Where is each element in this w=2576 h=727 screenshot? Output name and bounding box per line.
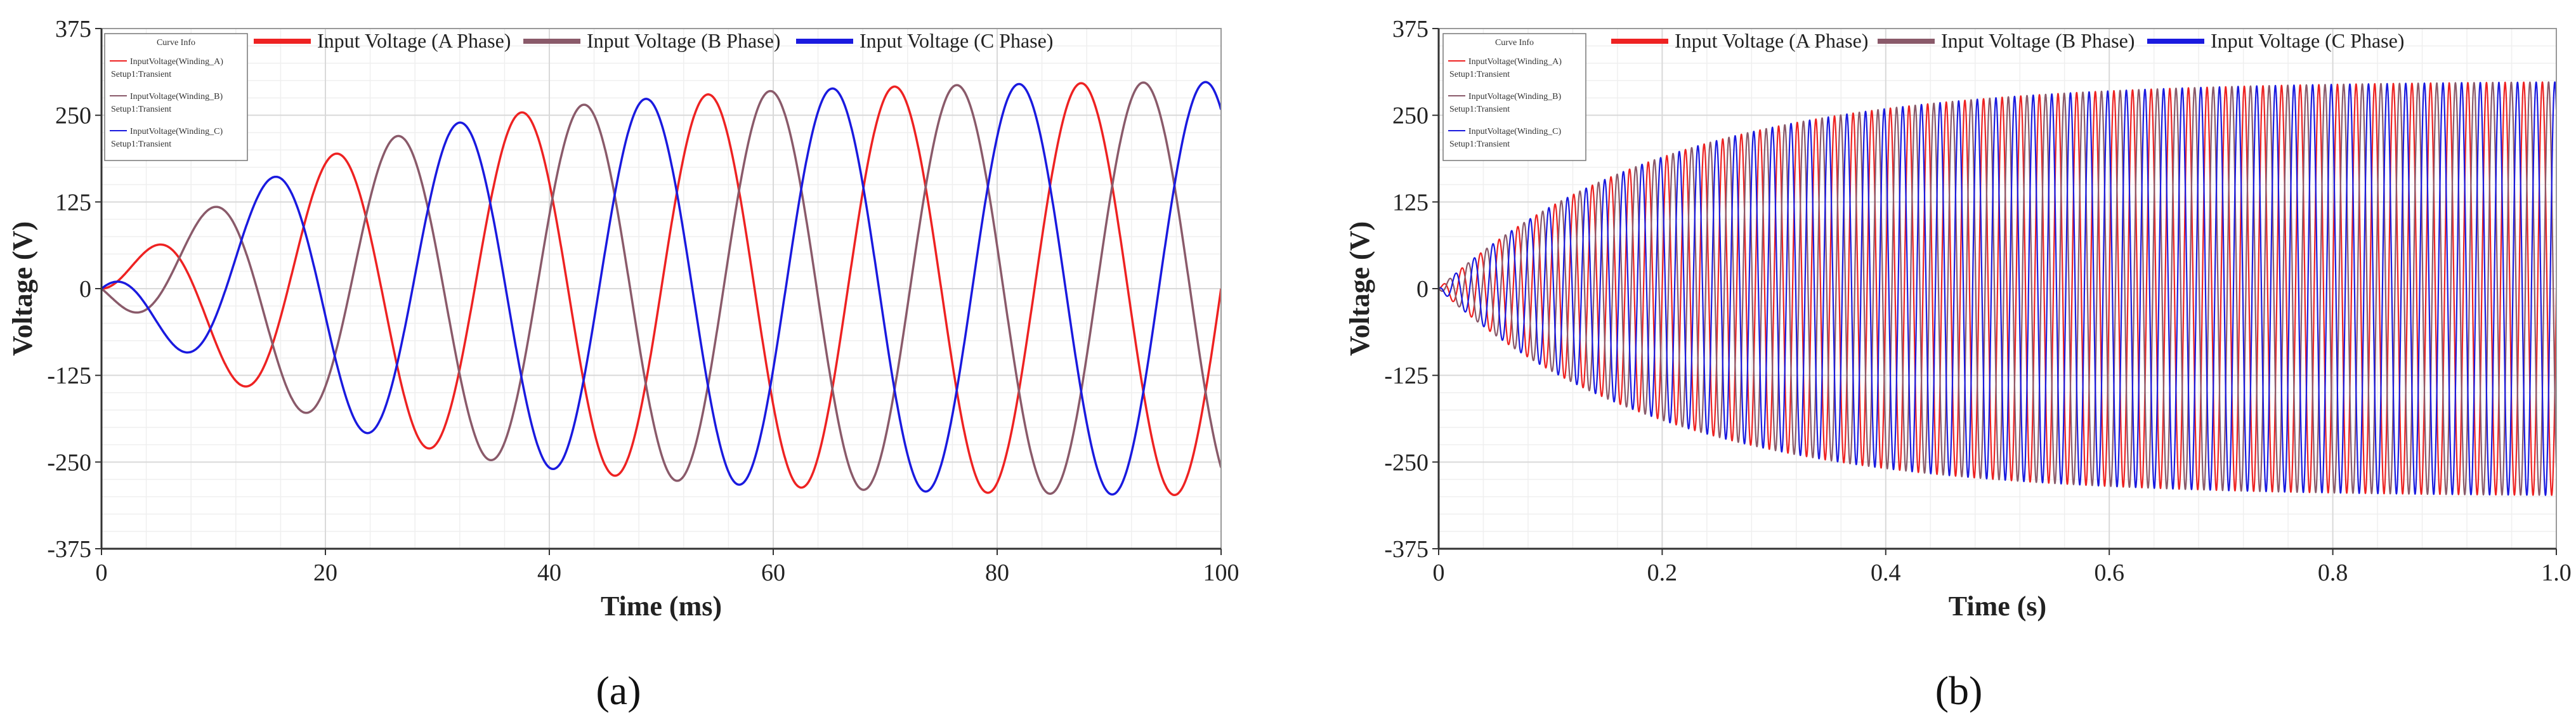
- curve-info-box: Curve Info InputVoltage(Winding_A) Setup1:…: [1442, 33, 1586, 161]
- curve-info-setup: Setup1:Transient: [1449, 70, 1510, 79]
- chart-panel-a: 0 20 40 60 80 100 375 250 125 0 -125 -250 -375 Time (…: [7, 16, 1239, 713]
- series-group: [101, 81, 1221, 497]
- y-tick-label: 0: [79, 276, 91, 303]
- curve-info-setup: Setup1:Transient: [1449, 105, 1510, 114]
- y-tick-label: 125: [55, 189, 91, 216]
- x-tick-label: 0.2: [1647, 560, 1678, 586]
- curve-info-setup: Setup1:Transient: [1449, 140, 1510, 149]
- y-tick-label: -125: [1384, 363, 1429, 390]
- curve-info-setup: Setup1:Transient: [111, 70, 171, 79]
- x-tick-label: 100: [1203, 560, 1239, 586]
- panel-caption: (a): [596, 668, 641, 713]
- legend-label-c: Input Voltage (C Phase): [2211, 29, 2404, 52]
- y-tick-label: 250: [55, 103, 91, 129]
- curve-info-setup: Setup1:Transient: [111, 140, 171, 149]
- x-tick-label: 60: [761, 560, 785, 586]
- x-axis-title: Time (ms): [601, 591, 722, 622]
- curve-info-name: InputVoltage(Winding_A): [130, 57, 223, 67]
- x-tick-label: 0: [96, 560, 108, 586]
- y-tick-label: 375: [55, 16, 91, 43]
- x-tick-label: 0.4: [1871, 560, 1901, 586]
- x-tick-label: 1.0: [2541, 560, 2572, 586]
- y-tick-label: -375: [47, 536, 91, 563]
- y-tick-label: 250: [1392, 103, 1429, 129]
- series-line-b: [1439, 81, 2556, 496]
- series-line-c: [1439, 81, 2556, 496]
- curve-info-name: InputVoltage(Winding_B): [130, 92, 223, 102]
- x-tick-label: 20: [313, 560, 337, 586]
- curve-info-title: Curve Info: [157, 38, 195, 48]
- y-tick-label: -250: [1384, 449, 1429, 476]
- series-line-a: [1439, 81, 2556, 496]
- x-axis-title: Time (s): [1949, 591, 2046, 622]
- curve-info-box: Curve Info InputVoltage(Winding_A) Setup1:…: [104, 33, 248, 161]
- curve-info-frame: [104, 33, 248, 161]
- x-tick-label: 40: [537, 560, 561, 586]
- y-tick-label: -125: [47, 363, 91, 390]
- legend-label-b: Input Voltage (B Phase): [1941, 29, 2135, 52]
- curve-info-name: InputVoltage(Winding_A): [1468, 57, 1562, 67]
- legend-label-a: Input Voltage (A Phase): [1675, 29, 1868, 52]
- series-line-b: [101, 81, 1221, 495]
- series-group: [1439, 81, 2556, 496]
- curve-info-name: InputVoltage(Winding_C): [130, 127, 223, 136]
- panel-caption: (b): [1935, 668, 1983, 713]
- legend: Input Voltage (A Phase) Input Voltage (B …: [1611, 29, 2404, 52]
- legend-label-b: Input Voltage (B Phase): [587, 29, 780, 52]
- y-tick-label: -375: [1384, 536, 1429, 563]
- curve-info-name: InputVoltage(Winding_C): [1468, 127, 1561, 136]
- legend: Input Voltage (A Phase) Input Voltage (B …: [254, 29, 1053, 52]
- curve-info-frame: [1442, 33, 1586, 161]
- x-tick-label: 80: [985, 560, 1009, 586]
- series-line-a: [101, 82, 1221, 497]
- x-tick-label: 0.8: [2318, 560, 2348, 586]
- y-tick-label: 0: [1416, 276, 1429, 303]
- series-line-c: [101, 81, 1221, 496]
- y-tick-label: 125: [1392, 189, 1429, 216]
- legend-label-a: Input Voltage (A Phase): [317, 29, 511, 52]
- legend-label-c: Input Voltage (C Phase): [860, 29, 1053, 52]
- chart-panel-b: 0 0.2 0.4 0.6 0.8 1.0 375 250 125 0 -125 -250 -375 Ti…: [1344, 16, 2572, 713]
- x-tick-label: 0: [1433, 560, 1445, 586]
- x-tick-label: 0.6: [2094, 560, 2124, 586]
- curve-info-name: InputVoltage(Winding_B): [1468, 92, 1561, 102]
- y-axis-title: Voltage (V): [7, 221, 38, 356]
- y-axis-title: Voltage (V): [1344, 221, 1375, 356]
- y-tick-label: 375: [1392, 16, 1429, 43]
- curve-info-setup: Setup1:Transient: [111, 105, 171, 114]
- curve-info-title: Curve Info: [1495, 38, 1534, 48]
- y-tick-label: -250: [47, 449, 91, 476]
